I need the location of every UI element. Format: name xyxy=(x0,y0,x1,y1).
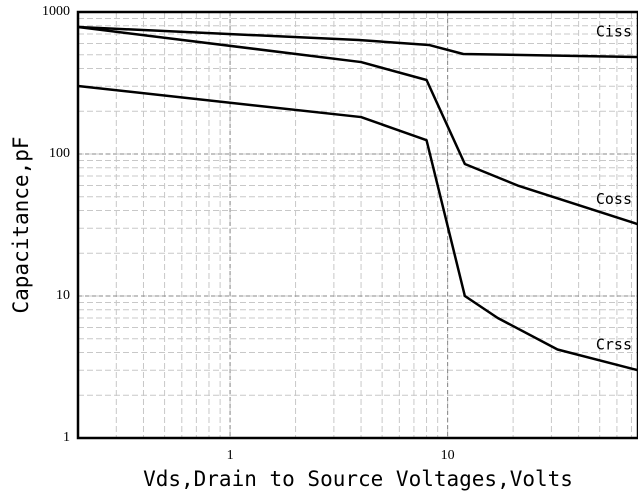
x-tick-label: 1 xyxy=(227,448,234,463)
series-label: Coss xyxy=(596,190,632,208)
series-label: Ciss xyxy=(596,23,632,41)
y-tick-label: 1000 xyxy=(42,4,70,19)
y-axis-label: Capacitance,pF xyxy=(9,136,33,313)
y-tick-label: 1 xyxy=(63,430,70,445)
x-axis-label: Vds,Drain to Source Voltages,Volts xyxy=(143,467,573,491)
series-line xyxy=(77,25,638,59)
series-line xyxy=(77,25,638,226)
plot-frame xyxy=(76,10,638,440)
x-tick-label: 10 xyxy=(441,448,455,463)
series-label: Crss xyxy=(596,336,632,354)
y-tick-label: 10 xyxy=(56,288,70,303)
y-tick-label: 100 xyxy=(49,146,70,161)
plot xyxy=(76,10,638,440)
series-line xyxy=(77,84,638,372)
grid xyxy=(78,12,638,438)
